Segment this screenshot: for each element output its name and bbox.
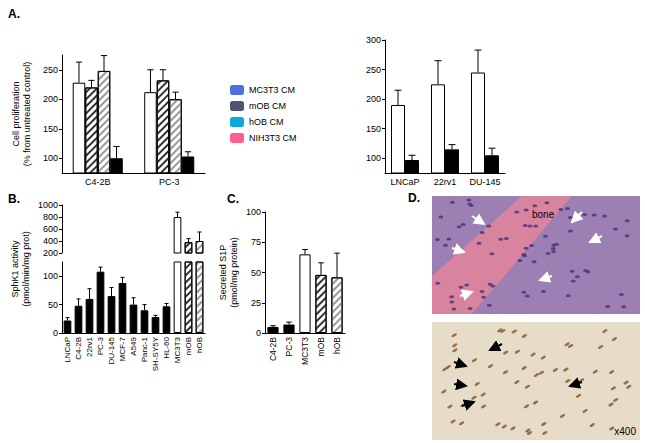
svg-text:22rv1: 22rv1: [434, 177, 457, 187]
svg-text:0: 0: [53, 328, 58, 338]
svg-text:hOB: hOB: [332, 337, 342, 354]
svg-text:SH-SY5Y: SH-SY5Y: [151, 336, 160, 371]
svg-text:hOB CM: hOB CM: [249, 117, 284, 127]
svg-text:Secreted S1P: Secreted S1P: [218, 245, 228, 301]
svg-text:100: 100: [366, 153, 381, 163]
svg-text:(% from untreated control): (% from untreated control): [22, 62, 32, 167]
svg-text:22rv1: 22rv1: [85, 336, 94, 357]
svg-text:bone: bone: [532, 209, 555, 220]
svg-text:MC3T3 CM: MC3T3 CM: [249, 85, 295, 95]
svg-text:25: 25: [251, 298, 261, 308]
svg-text:75: 75: [251, 237, 261, 247]
svg-text:100: 100: [246, 207, 261, 217]
svg-text:100: 100: [43, 153, 58, 163]
svg-text:C4-2B: C4-2B: [85, 177, 111, 187]
svg-text:DU-145: DU-145: [107, 336, 116, 364]
svg-text:B.: B.: [8, 192, 20, 206]
svg-text:SphK1 activity: SphK1 activity: [10, 240, 20, 298]
svg-text:PC-3: PC-3: [96, 336, 105, 355]
svg-text:C.: C.: [227, 192, 239, 206]
svg-text:200: 200: [43, 94, 58, 104]
svg-text:0: 0: [256, 328, 261, 338]
svg-text:x400: x400: [614, 426, 636, 437]
svg-text:250: 250: [366, 65, 381, 75]
svg-text:150: 150: [366, 124, 381, 134]
svg-text:LNCaP: LNCaP: [390, 177, 419, 187]
svg-text:C4-2B: C4-2B: [74, 337, 83, 360]
svg-text:NIH3T3 CM: NIH3T3 CM: [249, 133, 297, 143]
svg-text:PC-3: PC-3: [159, 177, 180, 187]
svg-text:PC-3: PC-3: [284, 337, 294, 357]
svg-text:50: 50: [251, 268, 261, 278]
svg-text:C4-2B: C4-2B: [268, 337, 278, 361]
svg-text:MCF-7: MCF-7: [118, 336, 127, 361]
svg-text:Cell proliferation: Cell proliferation: [11, 81, 21, 146]
svg-text:800: 800: [43, 212, 58, 222]
svg-text:hOB: hOB: [195, 337, 204, 353]
svg-text:(pmol/mg protein): (pmol/mg protein): [229, 237, 239, 308]
svg-text:250: 250: [43, 65, 58, 75]
svg-text:200: 200: [43, 248, 58, 258]
svg-text:mOB CM: mOB CM: [249, 101, 286, 111]
svg-text:mOB: mOB: [316, 337, 326, 357]
svg-text:100: 100: [43, 271, 58, 281]
svg-text:MC3T3: MC3T3: [173, 336, 182, 363]
svg-text:1000: 1000: [38, 200, 58, 210]
svg-text:Panc-1: Panc-1: [140, 336, 149, 362]
svg-text:A.: A.: [8, 7, 20, 21]
svg-text:300: 300: [366, 35, 381, 45]
svg-text:400: 400: [43, 236, 58, 246]
svg-text:mOB: mOB: [184, 337, 193, 355]
svg-text:200: 200: [366, 94, 381, 104]
svg-text:DU-145: DU-145: [469, 177, 500, 187]
svg-text:600: 600: [43, 224, 58, 234]
svg-text:D.: D.: [408, 191, 420, 205]
svg-text:A549: A549: [129, 336, 138, 355]
svg-text:(pmol/min/mg prot): (pmol/min/mg prot): [21, 231, 31, 307]
svg-text:150: 150: [43, 124, 58, 134]
svg-text:MC3T3: MC3T3: [300, 337, 310, 365]
svg-text:LNCaP: LNCaP: [63, 337, 72, 363]
svg-text:HL-60: HL-60: [162, 336, 171, 358]
svg-text:50: 50: [48, 300, 58, 310]
